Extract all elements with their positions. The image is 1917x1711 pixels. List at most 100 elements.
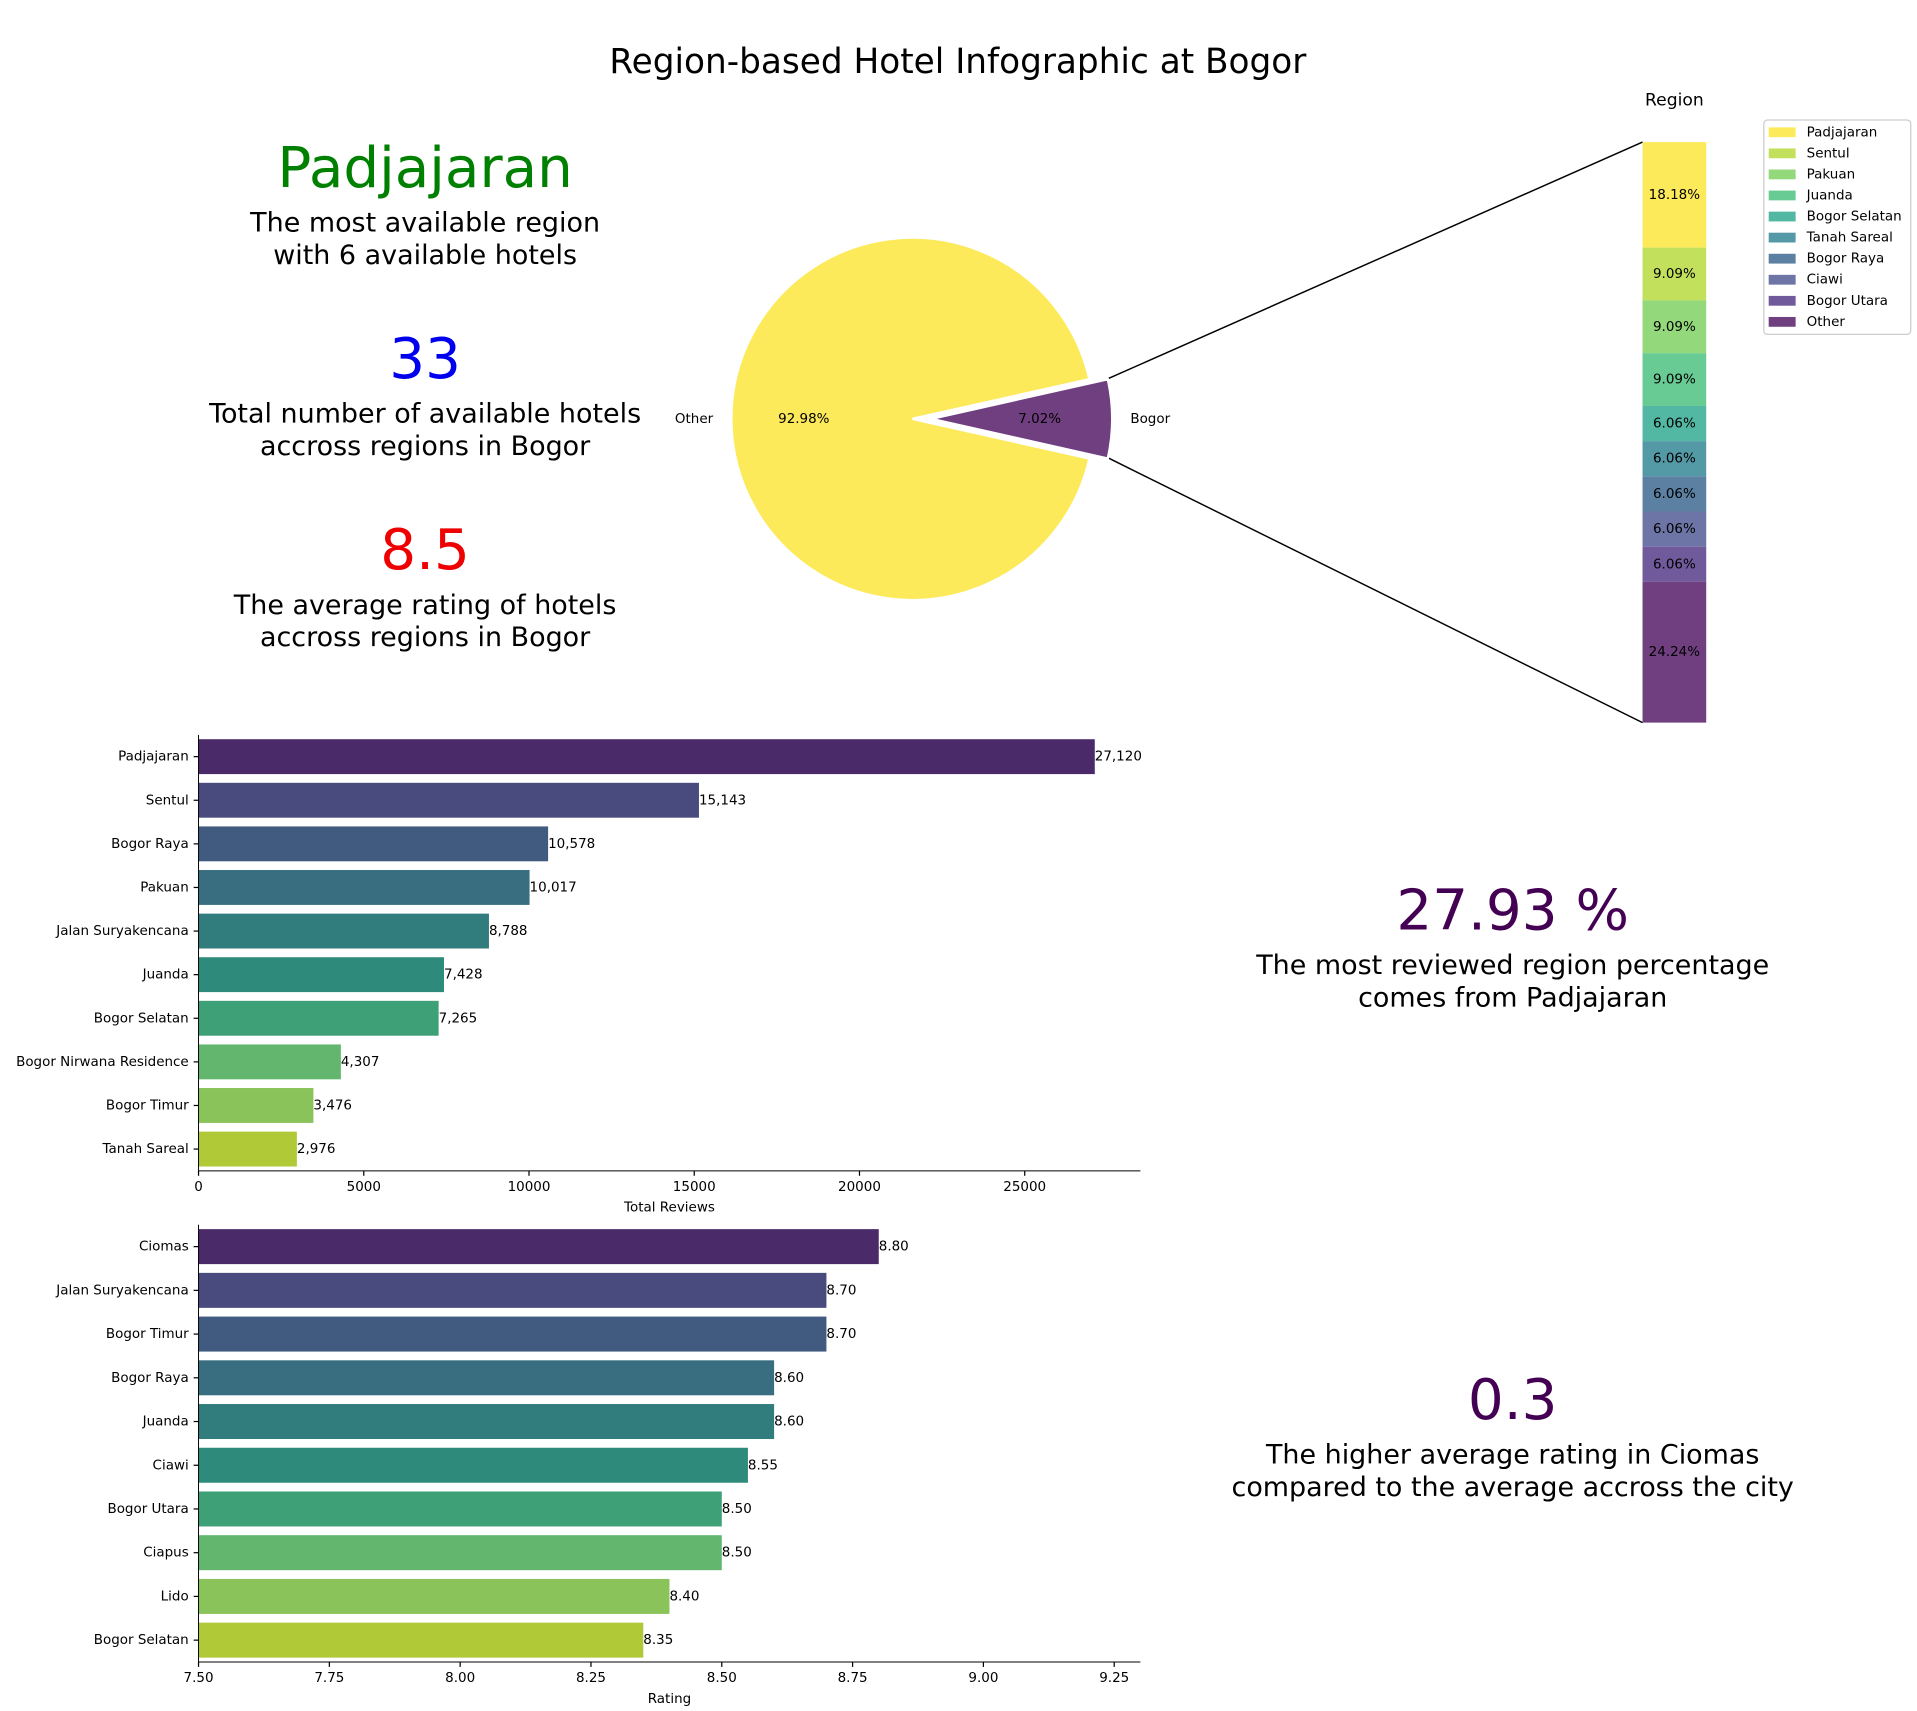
bar [198,1272,827,1308]
legend-label: Pakuan [1807,166,1855,182]
legend-swatch [1768,148,1796,159]
kpi-value: 8.5 [380,518,470,583]
connector [1108,457,1643,724]
legend-swatch [1768,316,1796,327]
bar [198,1316,827,1352]
legend-swatch [1768,274,1796,285]
value-label: 8.50 [722,1501,752,1517]
segment-label: 24.24% [1649,644,1701,660]
value-label: 2,976 [297,1141,336,1157]
stack-segment [1642,142,1707,248]
y-tick-label: Bogor Utara [107,1501,188,1517]
x-tick-label: 8.50 [707,1670,737,1686]
stack-segment [1642,247,1707,301]
legend-swatch [1768,190,1796,201]
y-tick-label: Juanda [142,967,189,983]
legend-swatch [1768,295,1796,306]
y-tick-label: Bogor Selatan [94,1010,189,1026]
value-label: 8.70 [826,1282,856,1298]
value-label: 10,017 [530,879,577,895]
bar [198,957,445,993]
y-tick-label: Sentul [146,792,189,808]
x-tick-label: 8.00 [445,1670,475,1686]
bar [198,1491,722,1527]
value-label: 8,788 [489,923,528,939]
segment-label: 9.09% [1653,372,1696,388]
segment-label: 6.06% [1653,451,1696,467]
stack-segment [1642,300,1707,354]
segment-label: 18.18% [1649,187,1701,203]
legend-swatch [1768,232,1796,243]
pie-slice [930,377,1114,460]
x-tick-label: 9.25 [1099,1670,1129,1686]
bar [198,1535,722,1571]
x-tick-label: 20000 [838,1179,881,1195]
bar [198,826,549,862]
kpi-caption: Total number of available hotels [208,399,641,430]
y-tick-label: Jalan Suryakencana [55,1282,188,1298]
stack-title: Region [1645,90,1704,110]
kpi-value: 33 [389,327,461,392]
bar [198,739,1095,775]
value-label: 8.60 [774,1414,804,1430]
kpi-value: 0.3 [1468,1368,1558,1433]
kpi-caption: compared to the average accross the city [1232,1472,1794,1503]
kpi-value: 27.93 % [1396,878,1629,943]
value-label: 7,265 [439,1010,478,1026]
slice-pct: 92.98% [778,411,830,427]
value-label: 8.50 [722,1545,752,1561]
bar [198,1404,775,1440]
slice-label: Bogor [1130,411,1170,427]
legend-label: Tanah Sareal [1806,230,1893,246]
pie-slice [730,236,1091,602]
x-tick-label: 7.50 [184,1670,214,1686]
value-label: 8.80 [879,1239,909,1255]
y-tick-label: Ciawi [153,1457,189,1473]
y-tick-label: Bogor Selatan [94,1632,189,1648]
value-label: 8.40 [669,1588,699,1604]
legend-swatch [1768,211,1796,222]
bar [198,913,489,949]
slice-pct: 7.02% [1018,411,1061,427]
bar [198,870,530,905]
x-tick-label: 15000 [673,1179,716,1195]
legend-label: Other [1807,314,1846,330]
segment-label: 6.06% [1653,521,1696,537]
value-label: 15,143 [699,792,746,808]
stack-segment [1642,353,1707,406]
value-label: 27,120 [1095,749,1142,765]
x-tick-label: 10000 [508,1179,551,1195]
stack-segment [1642,546,1707,582]
value-label: 7,428 [444,967,483,983]
value-label: 4,307 [341,1054,380,1070]
bar [198,1229,879,1265]
connector [1108,141,1643,380]
bar [198,1044,341,1080]
segment-label: 9.09% [1653,266,1696,282]
x-tick-label: 8.25 [576,1670,606,1686]
y-tick-label: Ciapus [143,1545,189,1561]
value-label: 8.35 [643,1632,673,1648]
y-tick-label: Padjajaran [118,749,189,765]
stack-segment [1642,511,1707,547]
y-tick-label: Bogor Raya [111,836,189,852]
segment-label: 6.06% [1653,556,1696,572]
stack-segment [1642,476,1707,512]
value-label: 8.60 [774,1370,804,1386]
kpi-value: Padjajaran [277,136,572,201]
bar [198,782,699,818]
stack-segment [1642,405,1707,442]
bar [198,1088,314,1123]
segment-label: 9.09% [1653,319,1696,335]
kpi-caption: accross regions in Bogor [260,431,591,462]
x-tick-label: 25000 [1003,1179,1046,1195]
kpi-caption: The average rating of hotels [233,590,617,621]
kpi-caption: The higher average rating in Ciomas [1265,1440,1759,1471]
x-tick-label: 9.00 [968,1670,998,1686]
segment-label: 6.06% [1653,416,1696,432]
kpi-caption: The most available region [249,208,600,239]
kpi-caption: The most reviewed region percentage [1255,950,1769,981]
value-label: 3,476 [313,1097,352,1113]
stack-segment [1642,581,1707,723]
